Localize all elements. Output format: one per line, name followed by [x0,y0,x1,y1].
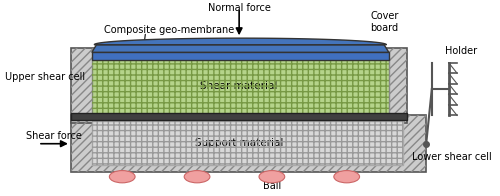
Bar [71,113,407,120]
Text: Lower shear cell: Lower shear cell [412,152,492,162]
Polygon shape [92,45,389,52]
Text: Composite geo-membrane: Composite geo-membrane [104,25,234,35]
Bar [92,121,403,165]
Bar [71,48,407,123]
Text: Shear force: Shear force [26,131,82,141]
Polygon shape [94,38,386,45]
Bar [71,115,426,172]
Text: Support material: Support material [195,138,284,148]
Text: Ball: Ball [262,181,281,191]
Bar [92,59,389,113]
Text: Holder: Holder [445,46,478,56]
Bar [92,121,403,165]
Ellipse shape [259,171,284,183]
Bar [92,52,389,60]
Bar [71,48,407,123]
Bar [92,59,389,113]
Text: Cover
board: Cover board [370,11,398,33]
Ellipse shape [110,171,135,183]
Bar [71,115,426,172]
Text: Upper shear cell: Upper shear cell [5,72,85,82]
Text: Shear material: Shear material [200,81,278,91]
Text: Normal force: Normal force [208,3,270,13]
Ellipse shape [334,171,359,183]
Ellipse shape [184,171,210,183]
